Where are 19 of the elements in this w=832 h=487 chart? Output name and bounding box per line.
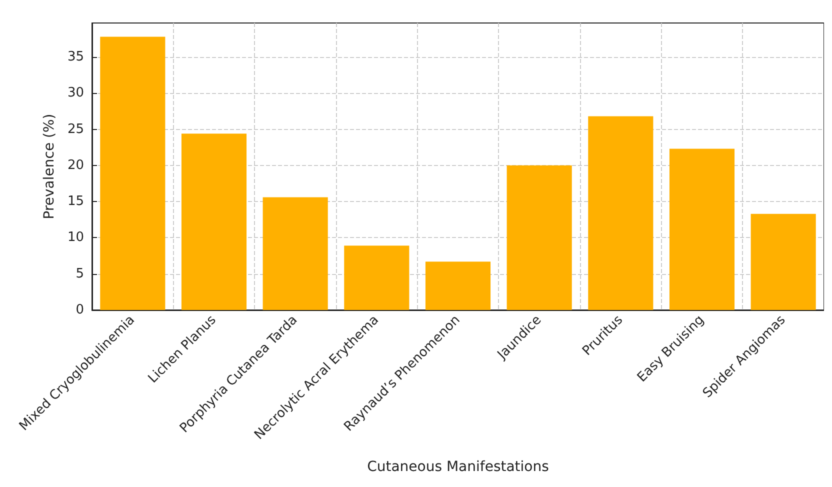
y-tick-label: 35 <box>67 49 84 64</box>
y-tick-label: 0 <box>76 302 84 318</box>
y-tick-label: 15 <box>67 194 84 210</box>
bar <box>425 262 491 310</box>
bar <box>750 214 816 310</box>
y-axis-title: Prevalence (%) <box>42 114 58 220</box>
bar <box>506 165 572 310</box>
y-tick-label: 30 <box>67 86 84 101</box>
bar <box>344 246 410 310</box>
bar <box>181 134 247 310</box>
y-tick-label: 20 <box>67 158 84 173</box>
y-tick-label: 25 <box>67 122 84 137</box>
y-tick-label: 5 <box>76 266 84 282</box>
bar <box>588 116 654 310</box>
bar <box>669 148 735 310</box>
bar <box>262 197 328 310</box>
bar <box>100 36 166 310</box>
x-axis-title: Cutaneous Manifestations <box>367 459 549 475</box>
y-tick-label: 10 <box>67 230 84 246</box>
